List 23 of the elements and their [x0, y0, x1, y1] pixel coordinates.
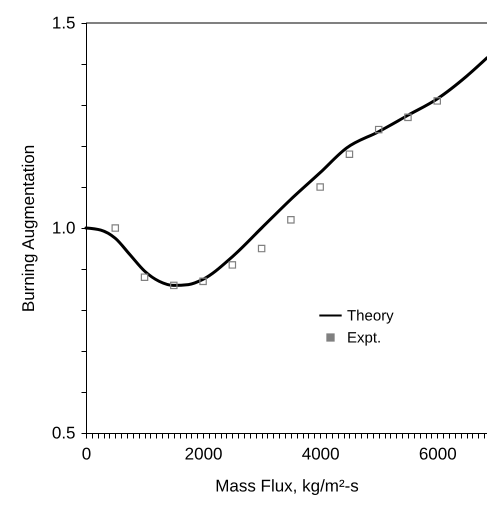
x-tick-label: 2000	[184, 444, 222, 464]
legend-label: Expt.	[347, 330, 382, 346]
x-tick-label: 4000	[302, 444, 340, 464]
point	[112, 224, 120, 232]
point	[433, 97, 442, 105]
point	[287, 216, 295, 224]
y-axis-title: Burning Augmentation	[18, 144, 38, 312]
point	[170, 282, 178, 290]
y-tick-label: 0.5	[52, 424, 76, 442]
y-tick-label: 1.5	[52, 14, 76, 32]
point	[316, 183, 324, 191]
point	[228, 261, 236, 269]
point	[258, 244, 266, 252]
x-tick-label: 0	[82, 444, 92, 464]
point	[140, 273, 148, 281]
point	[199, 278, 207, 286]
y-tick-label: 1.0	[52, 218, 76, 238]
legend-label: Theory	[347, 308, 394, 324]
point	[346, 150, 354, 158]
x-axis-title: Mass Flux, kg/m²-s	[215, 476, 359, 496]
point	[404, 114, 412, 122]
x-tick-label: 6000	[418, 444, 457, 464]
point	[374, 126, 382, 134]
